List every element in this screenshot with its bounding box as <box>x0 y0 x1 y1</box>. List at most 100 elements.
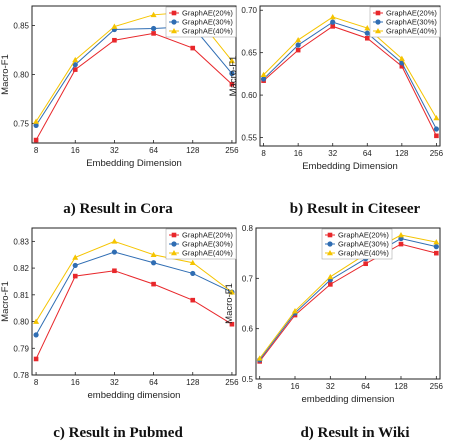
data-point <box>33 356 39 362</box>
x-tick-label: 256 <box>225 146 239 155</box>
series-1 <box>257 241 439 364</box>
series-3 <box>260 14 440 121</box>
y-tick-label: 0.60 <box>241 91 257 100</box>
series-line <box>35 32 233 141</box>
legend-entry: GraphAE(20%) <box>386 9 437 18</box>
panel-caption: c) Result in Pubmed <box>53 425 183 441</box>
legend-entry: GraphAE(30%) <box>182 18 233 27</box>
series-line <box>263 16 437 119</box>
series-line <box>263 21 437 130</box>
legend-entry: GraphAE(20%) <box>338 231 389 240</box>
y-tick-label: 0.80 <box>13 318 29 327</box>
y-tick-label: 0.7 <box>242 274 254 283</box>
x-tick-label: 64 <box>361 382 370 391</box>
x-tick-label: 8 <box>261 149 266 158</box>
data-point <box>151 31 156 36</box>
x-tick-label: 32 <box>110 378 119 387</box>
data-point <box>229 70 235 77</box>
legend-entry: GraphAE(40%) <box>182 27 233 36</box>
y-tick-label: 0.5 <box>242 375 254 384</box>
chart-panel-3: 8 16 32 64 128 256 0.78 0.79 0.80 0.81 0.82 0.83 emb… <box>0 227 239 401</box>
x-tick-label: 8 <box>34 378 39 387</box>
data-point <box>33 332 39 338</box>
series-2 <box>33 23 235 128</box>
y-tick-label: 0.65 <box>241 49 257 58</box>
panel-caption: a) Result in Cora <box>63 201 173 217</box>
data-point <box>112 37 117 43</box>
legend-marker <box>171 241 177 247</box>
data-point <box>433 239 440 245</box>
legend-box <box>321 228 393 260</box>
data-point <box>329 14 336 20</box>
data-point <box>399 63 405 69</box>
y-axis-label: Macro-F1 <box>228 56 239 97</box>
data-point <box>72 56 79 63</box>
data-point <box>295 47 301 53</box>
x-tick-label: 16 <box>71 378 80 387</box>
legend-entry: GraphAE(30%) <box>182 240 233 249</box>
data-point <box>295 42 301 48</box>
y-tick-label: 0.6 <box>242 325 254 334</box>
y-tick-label: 0.85 <box>13 22 29 31</box>
data-point <box>398 55 405 61</box>
data-point <box>228 57 235 64</box>
series-line <box>35 251 233 336</box>
data-point <box>433 126 439 132</box>
legend-marker <box>375 10 381 16</box>
legend-marker <box>327 241 333 247</box>
legend-marker <box>171 28 177 34</box>
y-tick-label: 0.81 <box>13 291 29 300</box>
x-tick-label: 64 <box>363 149 372 158</box>
data-point <box>364 25 371 31</box>
series-line <box>259 238 437 361</box>
series-1 <box>261 24 439 139</box>
legend: GraphAE(20%)GraphAE(30%)GraphAE(40%) <box>165 228 237 260</box>
legend-entry: GraphAE(40%) <box>386 27 437 36</box>
data-point <box>433 244 439 250</box>
y-tick-label: 0.70 <box>241 6 257 15</box>
x-tick-label: 128 <box>186 378 200 387</box>
y-tick-label: 0.80 <box>13 71 29 80</box>
x-tick-label: 32 <box>110 146 119 155</box>
y-tick-label: 0.75 <box>13 119 29 128</box>
x-tick-label: 8 <box>257 382 262 391</box>
data-point <box>111 23 118 29</box>
data-point <box>433 115 440 121</box>
x-axis-label: embedding dimension <box>88 390 181 401</box>
data-point <box>190 45 196 51</box>
x-tick-label: 128 <box>394 382 408 391</box>
legend-marker <box>327 250 333 256</box>
data-point <box>150 11 157 18</box>
series-line <box>259 243 437 362</box>
y-tick-label: 0.55 <box>241 134 257 143</box>
legend-marker <box>375 28 381 34</box>
x-axis-label: Embedding Dimension <box>302 161 398 172</box>
data-point <box>190 297 196 303</box>
data-point <box>434 133 439 139</box>
x-tick-label: 8 <box>34 146 39 155</box>
legend-marker <box>171 250 177 256</box>
legend-entry: GraphAE(30%) <box>338 240 389 249</box>
data-point <box>397 232 404 238</box>
y-tick-label: 0.78 <box>13 371 29 380</box>
legend-marker <box>171 10 177 16</box>
x-tick-label: 16 <box>71 146 80 155</box>
data-point <box>33 118 40 124</box>
series-line <box>263 25 437 137</box>
panel-caption: d) Result in Wiki <box>300 425 409 441</box>
y-axis-label: Macro-F1 <box>224 283 235 324</box>
plot-frame <box>259 5 441 147</box>
series-1 <box>33 31 235 143</box>
legend: GraphAE(20%)GraphAE(30%)GraphAE(40%) <box>321 228 393 260</box>
x-tick-label: 256 <box>225 378 239 387</box>
data-point <box>33 137 39 143</box>
data-point <box>72 254 79 260</box>
chart-panel-1: 8 16 32 64 128 256 0.75 0.80 0.85 Embedding Dimen… <box>0 5 239 169</box>
legend-entry: GraphAE(40%) <box>182 249 233 258</box>
legend: GraphAE(20%)GraphAE(30%)GraphAE(40%) <box>165 6 237 38</box>
y-tick-label: 0.83 <box>13 237 29 246</box>
data-point <box>112 268 117 274</box>
series-line <box>35 240 233 322</box>
